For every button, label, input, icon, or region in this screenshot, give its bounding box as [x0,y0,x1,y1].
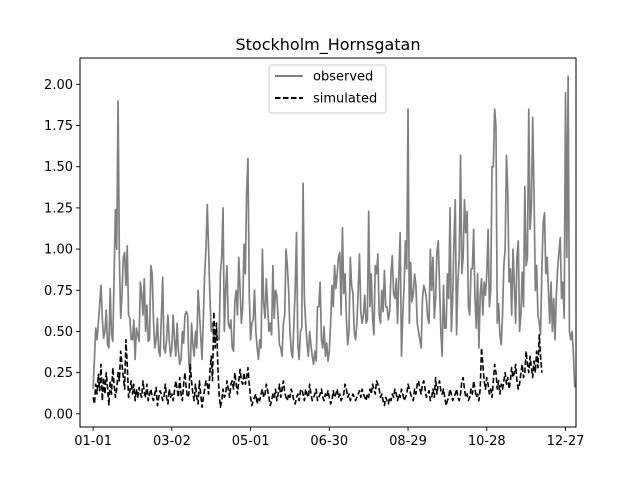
legend-label-observed: observed [313,70,373,85]
y-tick-label: 2.00 [44,78,73,93]
series-line-observed [92,75,576,390]
series-layer [92,75,576,409]
plot-area [92,75,576,409]
axes-frame [79,57,577,428]
y-tick-label: 0.00 [44,407,73,422]
y-tick-label: 0.75 [44,284,73,299]
legend-label-simulated: simulated [313,92,377,107]
x-tick-label: 08-29 [389,434,427,449]
x-tick-label: 06-30 [310,434,348,449]
y-tick-label: 1.00 [44,243,73,258]
y-tick-label: 0.50 [44,325,73,340]
x-tick-label: 12-27 [547,434,585,449]
x-tick-label: 10-28 [468,434,506,449]
y-tick-label: 1.50 [44,160,73,175]
x-tick-label: 05-01 [232,434,270,449]
series-line-simulated [92,310,543,409]
y-tick-label: 1.75 [44,119,73,134]
x-tick-label: 03-02 [153,434,191,449]
chart-title: Stockholm_Hornsgatan [235,35,420,55]
x-tick-label: 01-01 [74,434,112,449]
y-tick-label: 1.25 [44,201,73,216]
y-axis: 0.00 0.25 0.50 0.75 1.00 1.25 1.50 1.75 2.00 [44,78,80,422]
x-axis: 01-01 03-02 05-01 06-30 08-29 10-28 12-27 [74,427,584,449]
y-tick-label: 0.25 [44,366,73,381]
legend: observed simulated [268,64,387,114]
